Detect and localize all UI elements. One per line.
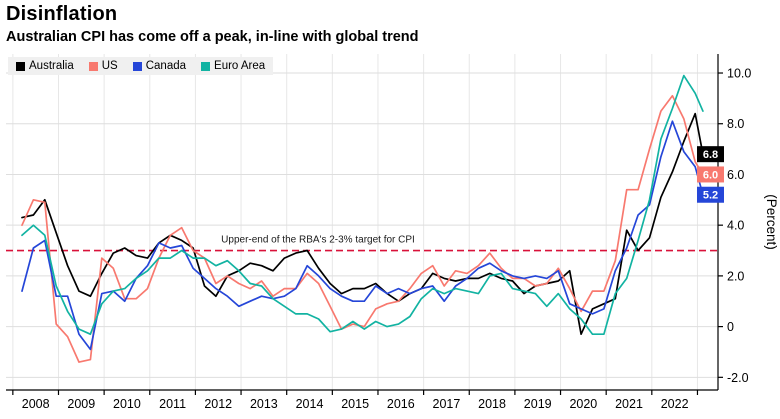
x-tick-label: 2010	[113, 397, 141, 411]
x-tick-label: 2009	[67, 397, 95, 411]
y-tick-label: 0	[727, 320, 734, 334]
y-axis-title: (Percent)	[764, 194, 779, 250]
x-tick-label: 2015	[341, 397, 369, 411]
legend-swatch	[132, 61, 142, 71]
legend-label: US	[101, 60, 118, 72]
y-tick-label: 4.0	[727, 219, 744, 233]
x-tick-label: 2019	[524, 397, 552, 411]
legend-item-australia: Australia	[16, 60, 74, 72]
x-tick-label: 2020	[569, 397, 597, 411]
x-tick-label: 2022	[661, 397, 689, 411]
legend-label: Australia	[29, 60, 74, 72]
x-tick-label: 2013	[250, 397, 278, 411]
series-line-euro-area	[21, 74, 704, 336]
y-tick-label: -2.0	[727, 371, 749, 385]
series-line-australia	[21, 112, 704, 336]
x-tick-label: 2016	[387, 397, 415, 411]
value-badge-label: 6.0	[703, 169, 718, 181]
legend-item-us: US	[88, 60, 118, 72]
y-tick-label: 8.0	[727, 117, 744, 131]
legend-swatch	[88, 61, 98, 71]
x-tick-label: 2008	[22, 397, 50, 411]
target-annotation: Upper-end of the RBA's 2-3% target for C…	[221, 235, 415, 246]
y-tick-label: 6.0	[727, 168, 744, 182]
series-line-us	[21, 94, 704, 363]
value-badge-label: 5.2	[703, 190, 718, 202]
legend-label: Euro Area	[214, 60, 266, 72]
x-tick-label: 2014	[296, 397, 324, 411]
value-badge-australia	[697, 146, 724, 163]
legend-item-canada: Canada	[132, 60, 187, 72]
legend-swatch	[16, 61, 25, 71]
chart-title: Disinflation	[6, 3, 118, 25]
value-badge-us	[697, 166, 724, 183]
legend-label: Canada	[145, 60, 187, 72]
x-tick-label: 2018	[478, 397, 506, 411]
legend-swatch	[201, 61, 211, 71]
x-tick-label: 2021	[615, 397, 643, 411]
chart-subtitle: Australian CPI has come off a peak, in-l…	[6, 29, 419, 45]
legend-item-euro-area: Euro Area	[201, 60, 265, 72]
value-badge-canada	[697, 186, 724, 203]
x-tick-label: 2017	[433, 397, 461, 411]
x-tick-label: 2011	[159, 397, 186, 411]
y-tick-label: 10.0	[727, 67, 751, 81]
y-tick-label: 2.0	[727, 269, 744, 283]
value-badge-label: 6.8	[703, 149, 718, 161]
x-tick-label: 2012	[204, 397, 232, 411]
legend: Australia US Canada Euro Area	[8, 57, 274, 75]
